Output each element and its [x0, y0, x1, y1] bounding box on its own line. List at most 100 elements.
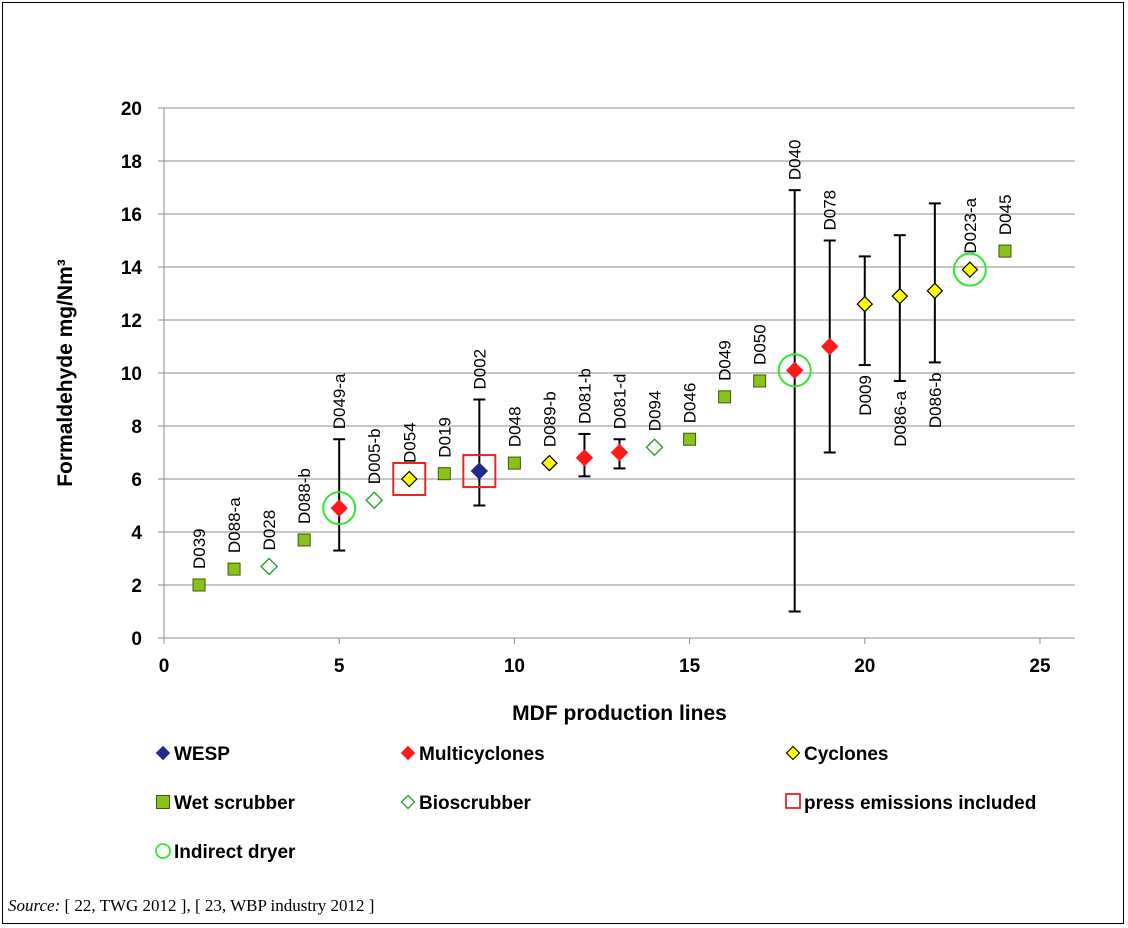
legend-label-multicyclones: Multicyclones — [419, 744, 545, 765]
legend-item-multicyclones: Multicyclones — [400, 744, 545, 765]
marker-D040 — [785, 361, 804, 380]
point-label-D019: D019 — [435, 417, 454, 458]
marker-D048 — [507, 456, 521, 470]
y-tick-label: 12 — [121, 311, 142, 332]
marker-D081-d — [610, 443, 629, 462]
point-label-D046: D046 — [681, 383, 700, 424]
marker-D094 — [645, 438, 664, 457]
legend-label-cyclones: Cyclones — [804, 744, 888, 765]
y-tick-label: 8 — [131, 417, 142, 438]
marker-D045 — [998, 244, 1012, 258]
error-bars-layer — [333, 189, 941, 613]
y-tick-label: 10 — [121, 364, 142, 385]
x-tick-label: 0 — [159, 656, 170, 677]
press-box-D002 — [462, 454, 497, 489]
marker-D028 — [260, 557, 279, 576]
marker-D039 — [192, 578, 206, 592]
source-note: Source: [ 22, TWG 2012 ], [ 23, WBP indu… — [8, 896, 374, 916]
legend-swatch-indirect — [155, 843, 171, 859]
point-label-D050: D050 — [751, 324, 770, 365]
grid-layer — [164, 107, 1075, 586]
y-axis-title: Formaldehyde mg/Nm³ — [54, 259, 77, 487]
marker-D005-b — [365, 491, 384, 510]
y-tick-label: 0 — [131, 629, 142, 650]
legend-swatch-wesp — [155, 745, 171, 761]
legend-label-wet_scrubber: Wet scrubber — [174, 793, 296, 814]
source-prefix: Source: — [8, 896, 61, 915]
legend-label-press: press emissions included — [804, 793, 1036, 814]
x-tick-label: 10 — [504, 656, 525, 677]
point-label-D081-b: D081-b — [575, 368, 594, 424]
legend-item-press: press emissions included — [785, 793, 1036, 814]
legend: WESP Multicyclones Cyclones Wet scrubber Bio… — [155, 744, 1036, 863]
formaldehyde-chart: 0 2 4 6 8 10 12 14 16 18 20 0 5 10 15 20 25 D039 D088-a D0… — [54, 99, 1075, 863]
marker-D089-b — [541, 454, 558, 472]
point-label-D039: D039 — [190, 528, 209, 569]
y-tick-label: 16 — [121, 205, 142, 226]
x-tick-label: 15 — [679, 656, 701, 677]
legend-swatch-multicyclones — [400, 745, 416, 761]
x-tick-label: 20 — [854, 656, 875, 677]
legend-label-indirect: Indirect dryer — [174, 842, 296, 863]
marker-D050 — [753, 374, 767, 388]
axes-layer — [158, 107, 1075, 644]
marker-D088-a — [227, 562, 241, 576]
marker-D078 — [821, 337, 839, 356]
marker-D086-a — [891, 287, 909, 305]
press-box-D054 — [392, 462, 427, 496]
indirect-ring-D023-a — [952, 252, 987, 287]
point-label-D086-a: D086-a — [891, 390, 910, 446]
indirect-ring-D040 — [777, 353, 812, 388]
marker-D088-b — [297, 533, 311, 547]
marker-D046 — [683, 432, 697, 446]
y-tick-label: 18 — [121, 152, 142, 173]
point-label-D028: D028 — [260, 510, 279, 551]
point-label-D005-b: D005-b — [365, 428, 384, 484]
point-label-D088-a: D088-a — [225, 497, 244, 553]
point-label-D049-a: D049-a — [330, 373, 349, 429]
y-tick-label: 20 — [121, 99, 142, 120]
point-label-D086-b: D086-b — [926, 372, 945, 428]
marker-D019 — [437, 467, 451, 481]
markers-layer — [192, 244, 1012, 592]
point-label-D045: D045 — [996, 194, 1015, 235]
y-tick-label: 14 — [121, 258, 143, 279]
y-tick-label: 4 — [131, 523, 142, 544]
indirect-ring-D049-a — [322, 491, 357, 526]
marker-D009 — [856, 295, 874, 313]
x-tick-label: 25 — [1029, 656, 1051, 677]
point-label-D078: D078 — [821, 190, 840, 231]
point-label-D002: D002 — [470, 349, 489, 390]
marker-D002 — [470, 462, 489, 480]
legend-item-wesp: WESP — [155, 744, 230, 765]
point-label-D040: D040 — [786, 140, 805, 181]
point-label-D088-b: D088-b — [295, 468, 314, 524]
point-label-D049: D049 — [716, 340, 735, 381]
point-label-D023-a: D023-a — [961, 197, 980, 253]
legend-item-cyclones: Cyclones — [785, 744, 888, 765]
x-tick-label: 5 — [334, 656, 345, 677]
point-labels-layer: D039 D088-a D028 D088-b D049-a D005-b D054 D019… — [190, 140, 1015, 569]
legend-swatch-wet-scrubber — [156, 795, 170, 809]
marker-D054 — [400, 470, 418, 488]
legend-swatch-press — [785, 793, 801, 809]
x-axis-title: MDF production lines — [512, 702, 727, 725]
point-label-D009: D009 — [856, 375, 875, 416]
point-label-D094: D094 — [646, 391, 665, 432]
point-label-D089-b: D089-b — [540, 391, 559, 447]
legend-item-bioscrubber: Bioscrubber — [400, 793, 532, 814]
marker-D081-b — [575, 449, 594, 467]
legend-swatch-cyclones — [785, 745, 801, 761]
legend-item-wet_scrubber: Wet scrubber — [156, 793, 296, 814]
marker-D049-a — [330, 499, 348, 517]
point-label-D048: D048 — [505, 406, 524, 447]
marker-D049 — [718, 390, 732, 404]
point-label-D081-d: D081-d — [611, 373, 630, 429]
source-text: [ 22, TWG 2012 ], [ 23, WBP industry 201… — [60, 896, 375, 915]
legend-label-bioscrubber: Bioscrubber — [419, 793, 532, 814]
y-tick-label: 2 — [131, 576, 142, 597]
ticks-layer: 0 2 4 6 8 10 12 14 16 18 20 0 5 10 15 20 25 — [121, 99, 1051, 677]
legend-item-indirect: Indirect dryer — [155, 842, 296, 863]
y-tick-label: 6 — [131, 470, 142, 491]
